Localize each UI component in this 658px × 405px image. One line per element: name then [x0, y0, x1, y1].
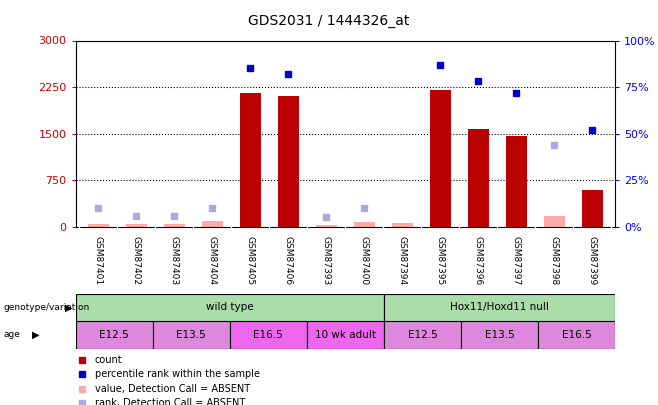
- Text: GSM87398: GSM87398: [550, 236, 559, 285]
- Bar: [582, 190, 603, 227]
- Text: E13.5: E13.5: [176, 330, 206, 340]
- Text: GSM87394: GSM87394: [398, 236, 407, 285]
- Text: GSM87395: GSM87395: [436, 236, 445, 285]
- Bar: [461, 321, 538, 349]
- Text: E16.5: E16.5: [562, 330, 592, 340]
- Bar: [544, 215, 565, 227]
- Bar: [278, 96, 299, 227]
- Text: count: count: [95, 355, 122, 364]
- Text: E13.5: E13.5: [485, 330, 515, 340]
- Text: wild type: wild type: [206, 303, 253, 312]
- Text: E16.5: E16.5: [253, 330, 283, 340]
- Text: GSM87393: GSM87393: [322, 236, 331, 285]
- Bar: [126, 224, 147, 227]
- Bar: [316, 225, 337, 227]
- Text: E12.5: E12.5: [99, 330, 129, 340]
- Text: GSM87406: GSM87406: [284, 236, 293, 285]
- Text: 10 wk adult: 10 wk adult: [315, 330, 376, 340]
- Bar: [88, 224, 109, 227]
- Bar: [76, 321, 153, 349]
- Bar: [506, 136, 527, 227]
- Text: percentile rank within the sample: percentile rank within the sample: [95, 369, 259, 379]
- Text: GSM87399: GSM87399: [588, 236, 597, 285]
- Text: GSM87396: GSM87396: [474, 236, 483, 285]
- Text: Hox11/Hoxd11 null: Hox11/Hoxd11 null: [450, 303, 549, 312]
- Bar: [468, 129, 489, 227]
- Bar: [230, 321, 307, 349]
- Bar: [354, 222, 375, 227]
- Text: GSM87403: GSM87403: [170, 236, 179, 285]
- Bar: [164, 224, 185, 227]
- Text: ▶: ▶: [32, 330, 39, 340]
- Bar: [384, 294, 615, 321]
- Text: genotype/variation: genotype/variation: [3, 303, 89, 312]
- Text: E12.5: E12.5: [408, 330, 438, 340]
- Text: GSM87400: GSM87400: [360, 236, 369, 285]
- Text: value, Detection Call = ABSENT: value, Detection Call = ABSENT: [95, 384, 249, 394]
- Bar: [307, 321, 384, 349]
- Text: GSM87402: GSM87402: [132, 236, 141, 285]
- Bar: [76, 294, 384, 321]
- Bar: [240, 93, 261, 227]
- Text: rank, Detection Call = ABSENT: rank, Detection Call = ABSENT: [95, 399, 245, 405]
- Bar: [153, 321, 230, 349]
- Bar: [430, 90, 451, 227]
- Text: ▶: ▶: [64, 303, 72, 312]
- Text: GDS2031 / 1444326_at: GDS2031 / 1444326_at: [248, 14, 410, 28]
- Text: GSM87397: GSM87397: [512, 236, 521, 285]
- Text: GSM87401: GSM87401: [94, 236, 103, 285]
- Bar: [392, 224, 413, 227]
- Text: age: age: [3, 330, 20, 339]
- Text: GSM87404: GSM87404: [208, 236, 217, 285]
- Bar: [202, 221, 223, 227]
- Bar: [538, 321, 615, 349]
- Bar: [384, 321, 461, 349]
- Text: GSM87405: GSM87405: [246, 236, 255, 285]
